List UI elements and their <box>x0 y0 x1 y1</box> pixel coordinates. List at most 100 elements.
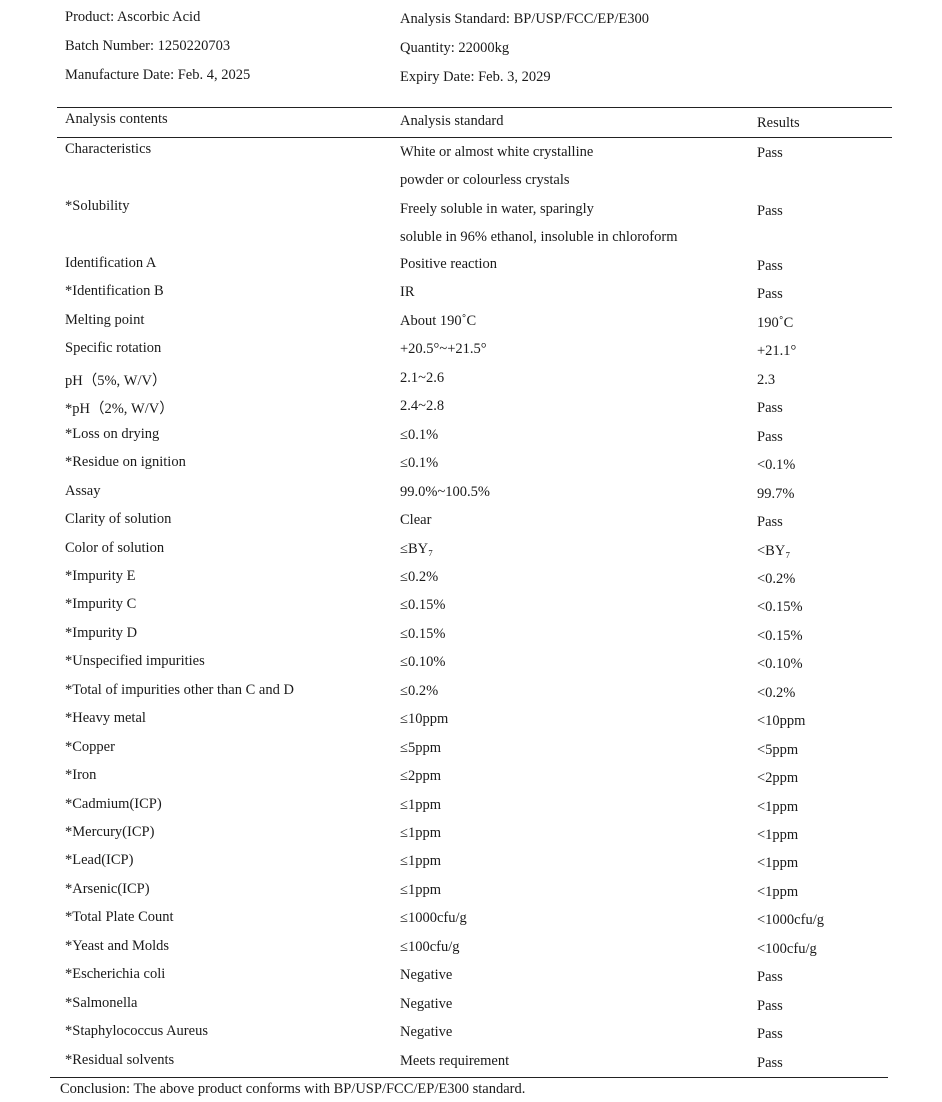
analysis-item: *Total of impurities other than C and D <box>65 681 294 698</box>
analysis-item: pH（5%, W/V） <box>65 372 167 389</box>
analysis-standard: ≤0.1% <box>400 455 439 472</box>
analysis-result: Pass <box>757 514 783 531</box>
analysis-result: <1ppm <box>757 798 799 815</box>
analysis-result: 190˚C <box>757 314 794 331</box>
analysis-result: <1ppm <box>757 883 799 900</box>
analysis-standard: Negative <box>400 995 453 1012</box>
analysis-standard: ≤10ppm <box>400 711 449 728</box>
analysis-standard: ≤0.15% <box>400 625 446 642</box>
table-row: pH（5%, W/V） 2.1~2.6 2.3 <box>0 369 942 398</box>
analysis-item: *Staphylococcus Aureus <box>65 1023 208 1040</box>
batch-number: Batch Number: 1250220703 <box>65 38 231 54</box>
analysis-item: Assay <box>65 482 101 499</box>
analysis-item: *Impurity E <box>65 567 136 584</box>
analysis-standard: ≤0.2% <box>400 568 439 585</box>
analysis-standard: +20.5°~+21.5° <box>400 341 487 358</box>
table-row: *Staphylococcus Aureus Negative Pass <box>0 1023 942 1052</box>
analysis-result: Pass <box>757 203 783 219</box>
table-row: *Arsenic(ICP) ≤1ppm <1ppm <box>0 881 942 910</box>
analysis-standard-line: powder or colourless crystals <box>400 172 570 188</box>
table-row: *Unspecified impurities ≤0.10% <0.10% <box>0 653 942 682</box>
analysis-result: <10ppm <box>757 713 806 730</box>
table-row: *Heavy metal ≤10ppm <10ppm <box>0 710 942 739</box>
analysis-item: Color of solution <box>65 539 165 556</box>
table-row: *Solubility Freely soluble in water, spa… <box>0 198 942 245</box>
analysis-standard-line: Freely soluble in water, sparingly <box>400 201 594 217</box>
analysis-item: *Lead(ICP) <box>65 852 134 869</box>
analysis-standard: ≤0.15% <box>400 597 446 614</box>
quantity: Quantity: 22000kg <box>400 40 510 56</box>
analysis-standard: About 190˚C <box>400 312 477 329</box>
analysis-item: *pH（2%, W/V） <box>65 401 174 418</box>
table-row: *Residual solvents Meets requirement Pass <box>0 1052 942 1081</box>
table-row: *Cadmium(ICP) ≤1ppm <1ppm <box>0 796 942 825</box>
analysis-standard-line: White or almost white crystalline <box>400 144 594 160</box>
analysis-item: Specific rotation <box>65 340 162 357</box>
analysis-result: <0.1% <box>757 457 796 474</box>
analysis-result: <1ppm <box>757 827 799 843</box>
analysis-standard: Meets requirement <box>400 1052 510 1069</box>
table-row: Color of solution ≤BY₇ <BY₇ <box>0 540 942 569</box>
analysis-item: *Residual solvents <box>65 1051 175 1068</box>
analysis-result: Pass <box>757 258 783 274</box>
analysis-result: <5ppm <box>757 741 799 758</box>
analysis-item: *Yeast and Molds <box>65 937 170 954</box>
analysis-item: Melting point <box>65 311 145 328</box>
analysis-standard: ≤1ppm <box>400 796 441 813</box>
header-rule <box>57 137 892 138</box>
analysis-result: Pass <box>757 1054 783 1071</box>
analysis-standard: ≤2ppm <box>400 768 441 785</box>
analysis-item: *Loss on drying <box>65 425 160 442</box>
table-row: *Impurity E ≤0.2% <0.2% <box>0 568 942 597</box>
analysis-item: *Iron <box>65 767 97 784</box>
analysis-result: <0.2% <box>757 684 796 701</box>
analysis-item: *Escherichia coli <box>65 966 166 983</box>
analysis-standard: ≤0.2% <box>400 682 439 699</box>
table-row: *Identification B IR Pass <box>0 283 942 312</box>
table-row: Clarity of solution Clear Pass <box>0 511 942 540</box>
analysis-item: *Total Plate Count <box>65 909 174 926</box>
analysis-standard: ≤1000cfu/g <box>400 910 467 927</box>
manufacture-date: Manufacture Date: Feb. 4, 2025 <box>65 67 251 83</box>
analysis-standard: Negative <box>400 967 453 984</box>
analysis-item: *Unspecified impurities <box>65 653 205 670</box>
analysis-result: <1000cfu/g <box>757 912 824 929</box>
analysis-standard: 2.1~2.6 <box>400 369 445 386</box>
table-row: *Iron ≤2ppm <2ppm <box>0 767 942 796</box>
analysis-result: Pass <box>757 286 783 303</box>
analysis-item: *Salmonella <box>65 994 138 1011</box>
table-row: *pH（2%, W/V） 2.4~2.8 Pass <box>0 397 942 426</box>
analysis-item: *Solubility <box>65 198 130 214</box>
table-row: Specific rotation +20.5°~+21.5° +21.1° <box>0 340 942 369</box>
column-header-contents: Analysis contents <box>65 111 168 127</box>
analysis-item: *Identification B <box>65 283 164 300</box>
analysis-result: Pass <box>757 428 783 445</box>
expiry-date: Expiry Date: Feb. 3, 2029 <box>400 69 551 85</box>
table-row: *Escherichia coli Negative Pass <box>0 966 942 995</box>
analysis-result: Pass <box>757 400 783 417</box>
column-header-results: Results <box>757 115 800 131</box>
table-row: *Total Plate Count ≤1000cfu/g <1000cfu/g <box>0 909 942 938</box>
table-row: *Impurity D ≤0.15% <0.15% <box>0 625 942 654</box>
analysis-item: *Residue on ignition <box>65 454 186 471</box>
analysis-item: *Copper <box>65 738 115 755</box>
conclusion: Conclusion: The above product conforms w… <box>60 1081 526 1097</box>
analysis-result: <2ppm <box>757 770 799 787</box>
analysis-item: Clarity of solution <box>65 511 172 528</box>
table-row: *Salmonella Negative Pass <box>0 995 942 1024</box>
analysis-result: <1ppm <box>757 855 799 872</box>
analysis-result: <100cfu/g <box>757 940 817 957</box>
analysis-standard: ≤100cfu/g <box>400 938 460 955</box>
analysis-item: *Impurity C <box>65 596 137 613</box>
table-top-rule <box>57 107 892 108</box>
analysis-result: Pass <box>757 145 783 161</box>
analysis-result: <0.10% <box>757 656 803 673</box>
analysis-standard: ≤1ppm <box>400 853 441 870</box>
analysis-item: Characteristics <box>65 141 152 157</box>
analysis-item: *Arsenic(ICP) <box>65 880 150 897</box>
table-row: *Mercury(ICP) ≤1ppm <1ppm <box>0 824 942 853</box>
analysis-result: 2.3 <box>757 371 776 388</box>
analysis-standard: ≤1ppm <box>400 881 441 898</box>
analysis-result: <0.15% <box>757 599 803 616</box>
analysis-standard: 2.4~2.8 <box>400 398 445 415</box>
